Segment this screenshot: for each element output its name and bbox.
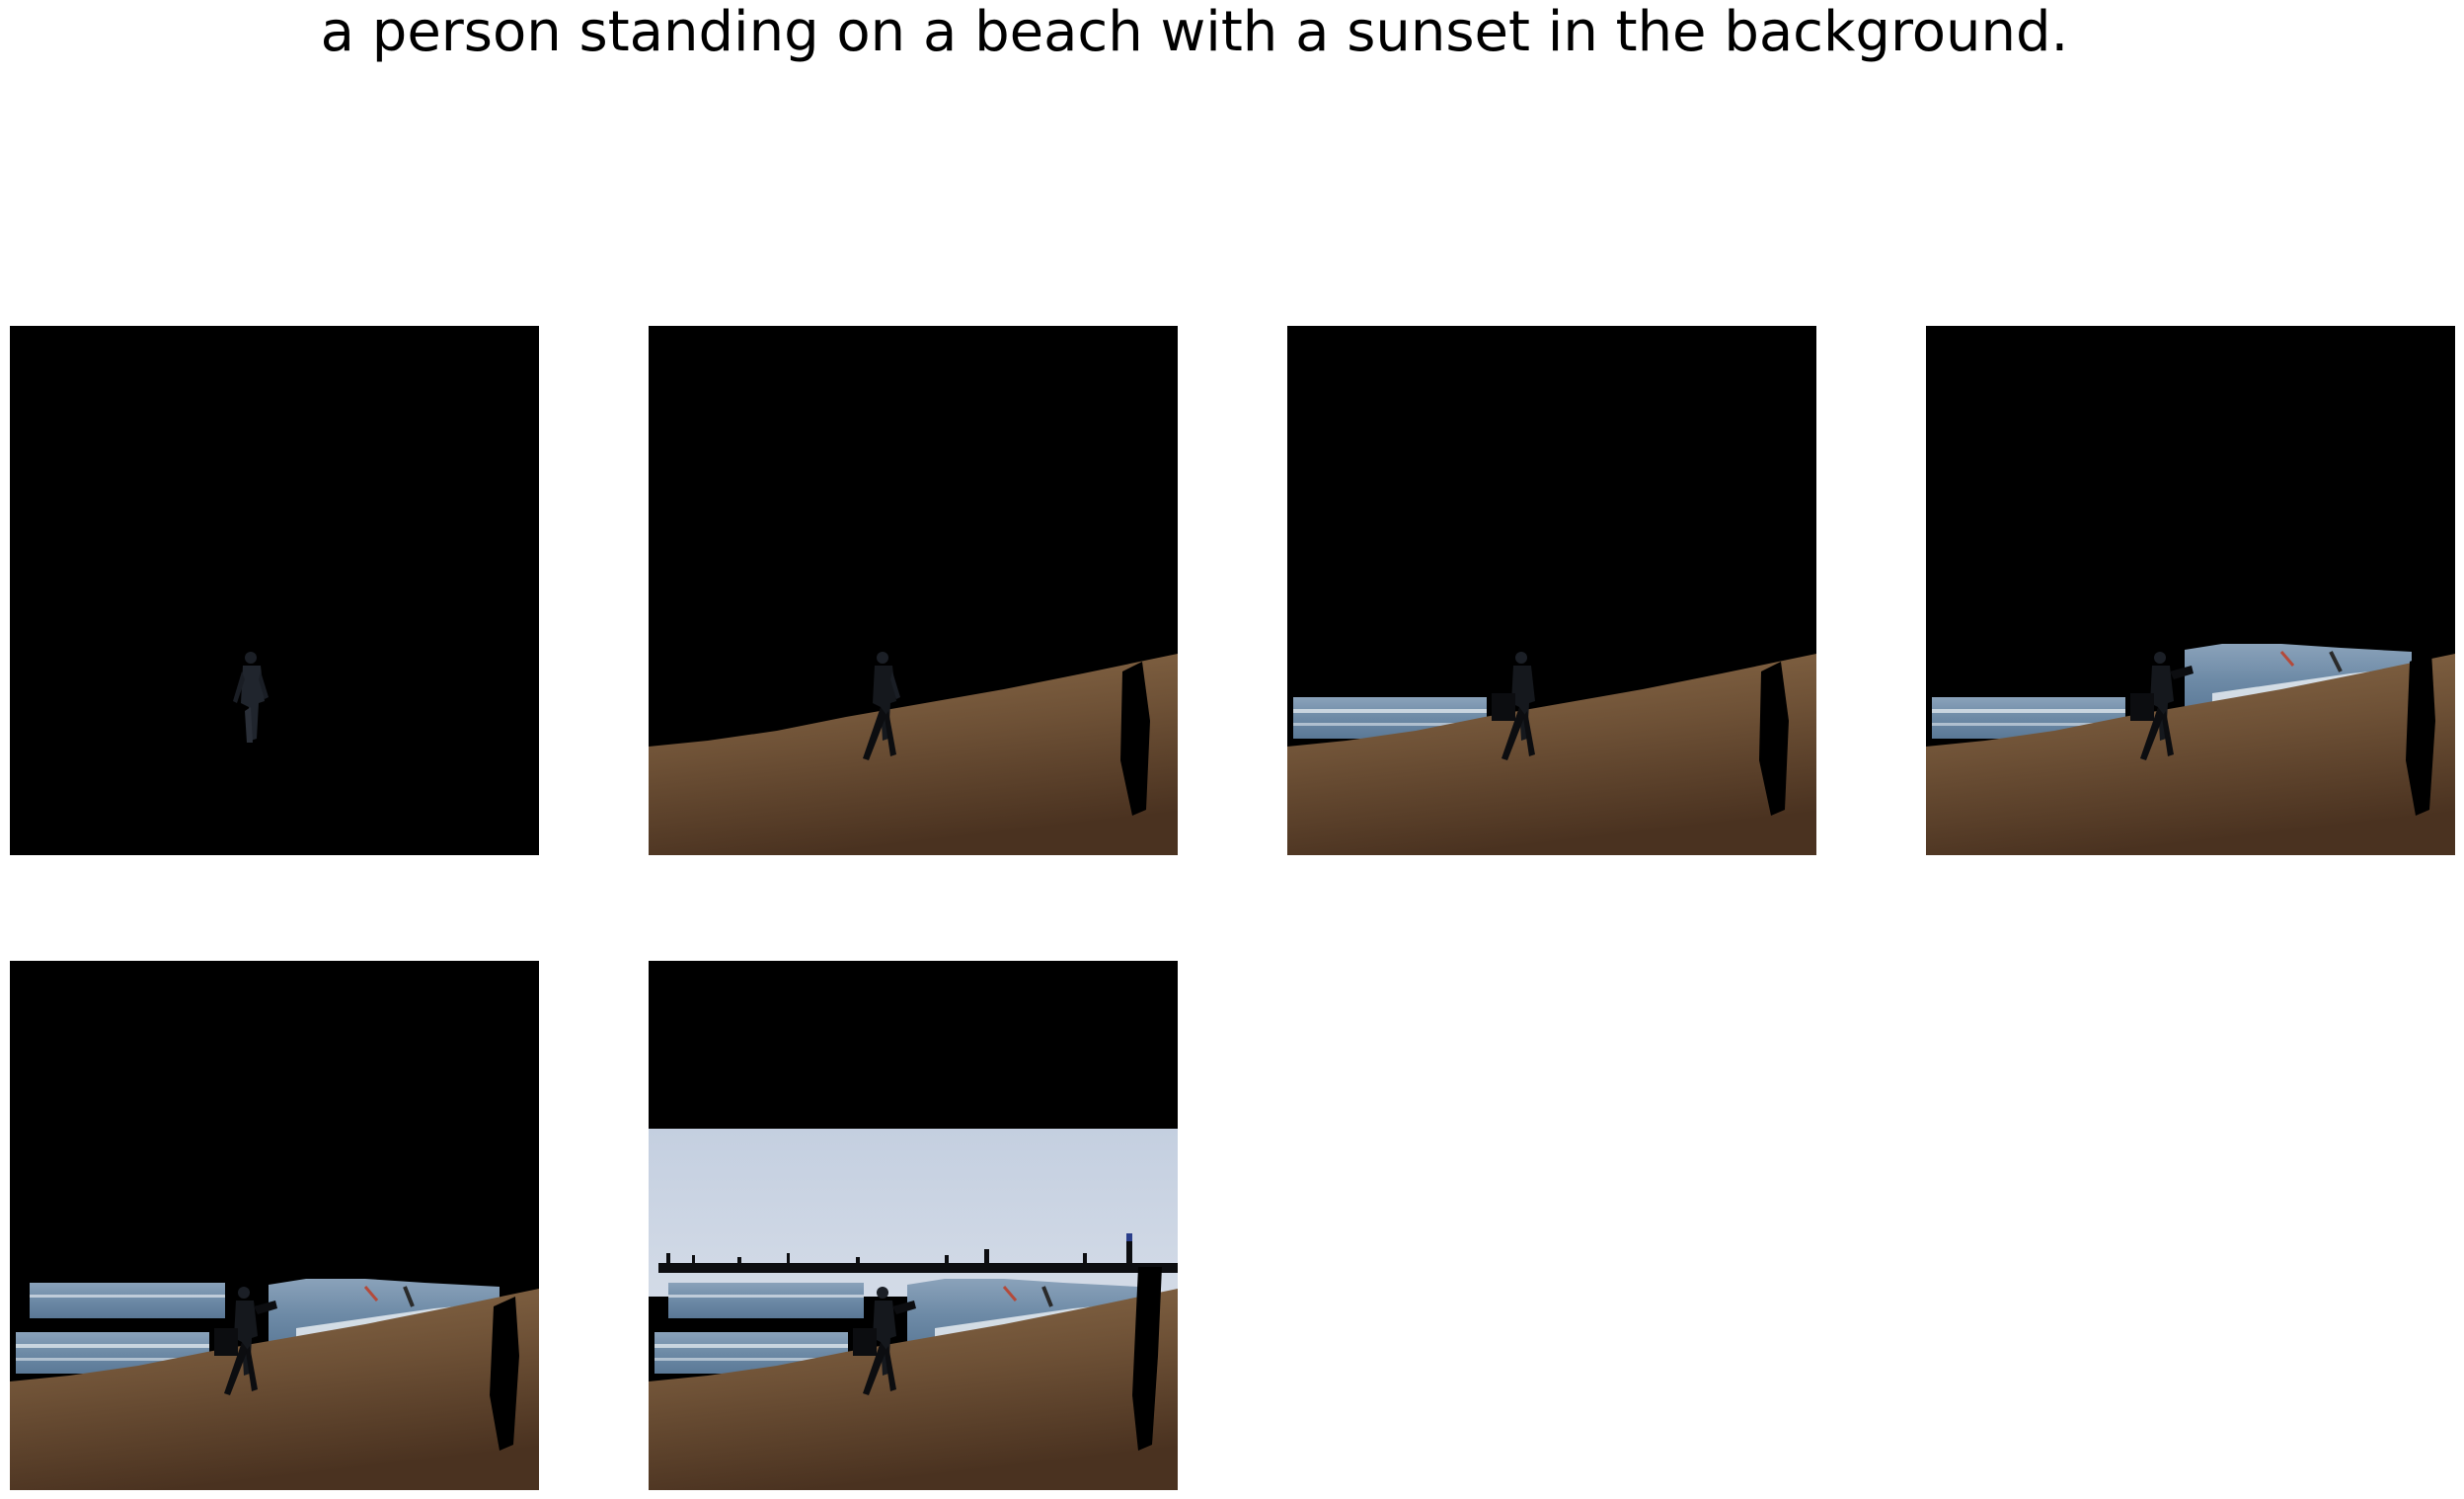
sea-mid-region xyxy=(668,1283,864,1318)
segmentation-panel-5 xyxy=(10,961,539,1490)
sand-region xyxy=(1926,654,2455,855)
person-silhouette xyxy=(863,652,900,760)
panel-5-image xyxy=(10,961,539,1490)
sand-region xyxy=(649,1289,1178,1490)
segmentation-panel-4 xyxy=(1926,326,2455,855)
person-silhouette xyxy=(233,652,269,743)
person-silhouette xyxy=(2130,652,2194,760)
person-silhouette xyxy=(214,1287,277,1395)
sand-region xyxy=(10,1289,539,1490)
segmentation-panel-6 xyxy=(649,961,1178,1490)
segmentation-panel-3 xyxy=(1287,326,1816,855)
panel-4-image xyxy=(1926,326,2455,855)
pier-silhouette xyxy=(658,1233,1178,1273)
person-silhouette xyxy=(853,1287,916,1395)
sea-mid-region xyxy=(30,1283,225,1318)
segmentation-panel-1 xyxy=(10,326,539,855)
panel-2-image xyxy=(649,326,1178,855)
caption: a person standing on a beach with a suns… xyxy=(320,0,2069,64)
panel-3-image xyxy=(1287,326,1816,855)
sea-left-region xyxy=(1293,697,1487,739)
person-silhouette xyxy=(1492,652,1535,760)
sand-region xyxy=(649,654,1178,855)
panel-1-image xyxy=(10,326,539,855)
segmentation-panel-2 xyxy=(649,326,1178,855)
panel-6-image xyxy=(649,961,1178,1490)
sand-region xyxy=(1287,654,1816,855)
